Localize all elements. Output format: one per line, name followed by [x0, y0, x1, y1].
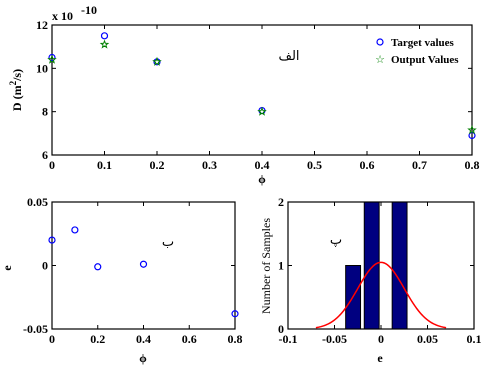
chart1-x-tick-label: 0.2: [90, 332, 105, 346]
legend-output-label: Output Values: [391, 54, 459, 66]
output-point: [152, 56, 162, 66]
chart0-y-tick-label: 8: [42, 105, 48, 119]
panel-a-x-ticks: 0 0.1 0.2 0.3 0.4 0.5 0.6 0.7 0.8: [49, 25, 480, 172]
panel-b-x-label: ϕ: [139, 351, 147, 365]
chart0-x-tick-label: 0.4: [255, 158, 270, 172]
panel-a-y-label-main: D (m: [10, 85, 24, 111]
chart1-y-tick-label: 0.05: [27, 195, 48, 209]
output-point: [257, 106, 267, 116]
legend-target-marker: [376, 38, 384, 46]
panel-c-y-ticks: 0 1 2: [278, 195, 474, 336]
panel-c-y-label: Number of Samples: [259, 218, 273, 314]
output-point: [47, 54, 57, 64]
chart1-x-tick-label: 0.6: [182, 332, 197, 346]
chart0-x-tick-label: 0.8: [465, 158, 480, 172]
panel-c-bars: [345, 201, 408, 330]
chart0-x-tick-label: 0.3: [202, 158, 217, 172]
chart0-x-tick-label: 0: [49, 158, 55, 172]
error-point: [94, 263, 102, 271]
error-point: [139, 260, 148, 268]
panel-a-y-label-sup: 2: [8, 80, 18, 85]
chart2-x-tick-label: -0.1: [279, 332, 298, 346]
chart0-x-tick-label: 0.2: [150, 158, 165, 172]
histogram-bar: [363, 201, 380, 330]
chart1-y-tick-label: 0: [42, 259, 48, 273]
chart0-x-tick-label: 0.6: [360, 158, 375, 172]
chart0-x-tick-label: 0.5: [307, 158, 322, 172]
panel-b-y-ticks: -0.05 0 0.05: [23, 195, 235, 336]
chart1-x-tick-label: 0: [49, 332, 55, 346]
panel-b-points: [48, 226, 239, 318]
chart2-y-tick-label: 1: [278, 259, 284, 273]
panel-c-x-ticks: -0.1 -0.05 0 0.05 0.1: [279, 202, 481, 346]
chart1-x-tick-label: 0.4: [136, 332, 151, 346]
panel-a-x-label: ϕ: [258, 172, 266, 186]
chart2-x-tick-label: 0.1: [467, 332, 481, 346]
chart2-x-tick-label: -0.05: [322, 332, 347, 346]
panel-a-y-label-tail: /s): [10, 69, 24, 82]
chart0-y-tick-label: 6: [42, 148, 48, 162]
output-point: [467, 125, 477, 135]
legend-target-label: Target values: [391, 37, 455, 49]
panel-a-exponent-power: -10: [81, 3, 97, 17]
chart0-y-tick-label: 12: [36, 18, 48, 32]
target-point: [100, 32, 109, 40]
output-point: [99, 39, 110, 49]
panel-c-fit-curve: [315, 261, 447, 329]
panel-b-axes-box: [51, 201, 236, 330]
chart1-x-tick-label: 0.8: [228, 332, 243, 346]
error-point: [71, 226, 79, 234]
chart0-y-tick-label: 10: [36, 61, 48, 75]
panel-b-x-ticks: 0 0.2 0.4 0.6 0.8: [49, 202, 243, 346]
panel-c-label: پ: [330, 233, 342, 248]
chart2-x-tick-label: 0.05: [417, 332, 438, 346]
target-point: [468, 131, 476, 140]
histogram-bar: [391, 201, 408, 330]
panel-a-y-label: D (m2/s): [8, 69, 24, 111]
panel-a-y-ticks: 6 8 10 12: [36, 18, 472, 162]
chart2-y-tick-label: 2: [278, 195, 284, 209]
panel-a-label: الف: [278, 49, 299, 64]
panel-b-label: ب: [162, 235, 174, 250]
panel-a-exponent-label: x 10: [52, 9, 73, 23]
panel-a-points: [47, 32, 477, 140]
legend-output-marker: ☆: [375, 53, 385, 66]
chart2-x-tick-label: 0: [378, 332, 384, 346]
panel-c-x-label: e: [377, 351, 383, 365]
panel-c-axes-box: [287, 201, 475, 330]
chart0-x-tick-label: 0.7: [412, 158, 427, 172]
panel-a: 0 0.1 0.2 0.3 0.4 0.5 0.6 0.7 0.8 6 8 10 12 x 10 -1…: [8, 3, 480, 186]
target-point: [48, 53, 56, 62]
chart2-y-tick-label: 0: [278, 322, 284, 336]
error-point: [231, 310, 239, 318]
chart1-y-tick-label: -0.05: [23, 322, 48, 336]
panel-c: -0.1 -0.05 0 0.05 0.1 0 1 2 پ e Number of Samp…: [259, 195, 481, 365]
error-point: [48, 236, 56, 244]
panel-a-legend: Target values ☆ Output Values: [375, 37, 459, 66]
panel-b-y-label: e: [0, 265, 14, 271]
chart0-x-tick-label: 0.1: [97, 158, 112, 172]
